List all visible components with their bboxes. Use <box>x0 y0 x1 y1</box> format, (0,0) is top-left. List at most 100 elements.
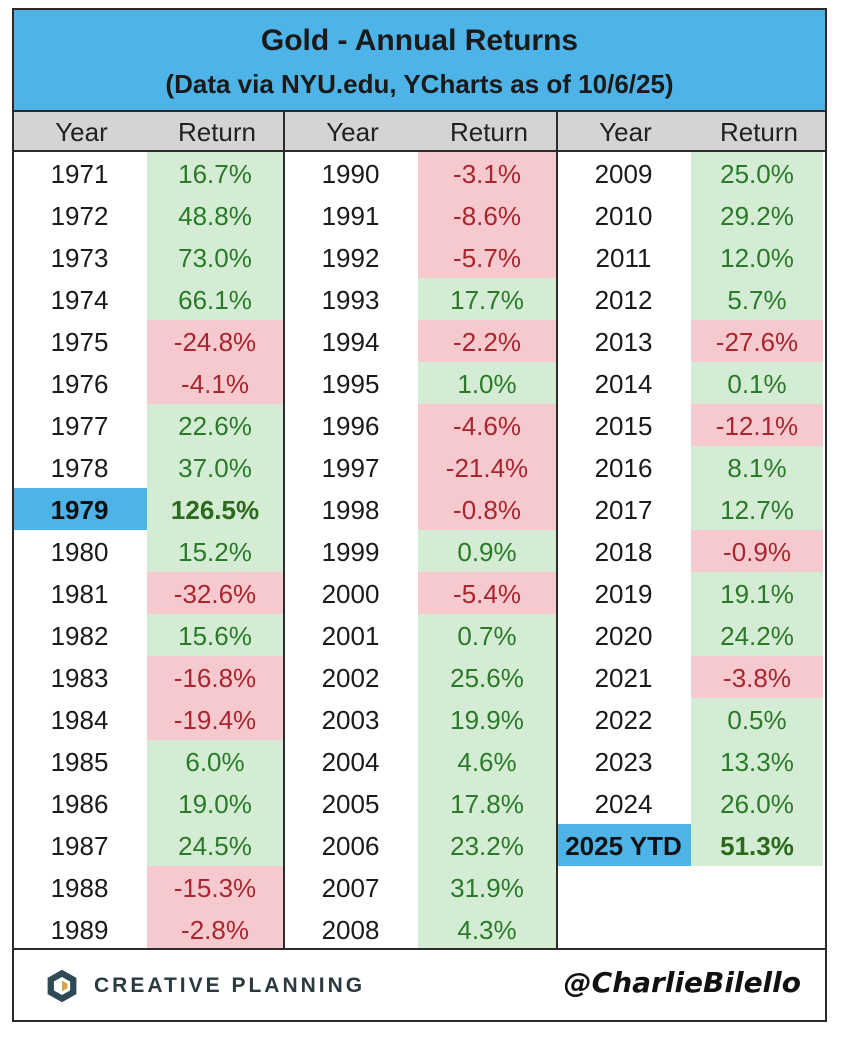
return-cell: 73.0% <box>147 236 283 278</box>
year-cell: 2001 <box>321 621 380 651</box>
return-cell: 25.6% <box>418 656 556 698</box>
return-cell: -2.8% <box>147 908 283 950</box>
return-cell: -3.8% <box>691 656 823 698</box>
return-cell: 24.2% <box>691 614 823 656</box>
return-cell: 4.3% <box>418 908 556 950</box>
year-cell: 2022 <box>594 705 653 735</box>
return-cell: 16.7% <box>147 152 283 194</box>
year-cell: 1984 <box>50 705 109 735</box>
header-return-3: Return <box>719 117 799 147</box>
return-cell: -5.4% <box>418 572 556 614</box>
column-header-row: Year Return Year Return Year Return <box>12 110 827 152</box>
return-cell: -15.3% <box>147 866 283 908</box>
year-cell: 2015 <box>594 411 653 441</box>
year-cell: 1985 <box>50 747 109 777</box>
year-cell: 1994 <box>321 327 380 357</box>
year-cell: 2005 <box>321 789 380 819</box>
author-handle: @CharlieBilello <box>563 966 801 999</box>
return-cell: 23.2% <box>418 824 556 866</box>
header-year-1: Year <box>55 117 108 147</box>
year-cell: 2017 <box>594 495 653 525</box>
year-cell: 1988 <box>50 873 109 903</box>
footer: CREATIVE PLANNING @CharlieBilello <box>12 948 827 1022</box>
return-cell: -27.6% <box>691 320 823 362</box>
year-cell: 2003 <box>321 705 380 735</box>
year-cell: 1990 <box>321 159 380 189</box>
return-cell: 19.9% <box>418 698 556 740</box>
return-cell: 12.0% <box>691 236 823 278</box>
return-cell: 0.7% <box>418 614 556 656</box>
return-cell: 13.3% <box>691 740 823 782</box>
table-body: 1971 16.7% 1972 48.8% 1973 73.0% 1974 66.1% 1975… <box>12 152 827 950</box>
table-frame <box>12 8 827 1022</box>
year-cell: 1976 <box>50 369 109 399</box>
year-cell: 1977 <box>50 411 109 441</box>
column-divider <box>556 110 558 950</box>
return-cell: -2.2% <box>418 320 556 362</box>
header-return-1: Return <box>177 117 257 147</box>
year-cell: 1995 <box>321 369 380 399</box>
year-cell: 1989 <box>50 915 109 945</box>
header-return-2: Return <box>449 117 529 147</box>
year-cell: 1991 <box>321 201 380 231</box>
return-cell: 17.7% <box>418 278 556 320</box>
year-cell: 2009 <box>594 159 653 189</box>
year-cell: 1986 <box>50 789 109 819</box>
year-cell: 1982 <box>50 621 109 651</box>
return-cell: -4.1% <box>147 362 283 404</box>
year-cell: 2018 <box>594 537 653 567</box>
return-cell: 37.0% <box>147 446 283 488</box>
year-cell: 2020 <box>594 621 653 651</box>
year-cell: 1992 <box>321 243 380 273</box>
return-cell: 12.7% <box>691 488 823 530</box>
year-cell: 2011 <box>595 243 652 273</box>
year-cell: 2008 <box>321 915 380 945</box>
return-cell: -4.6% <box>418 404 556 446</box>
return-cell: -0.9% <box>691 530 823 572</box>
year-cell: 1974 <box>50 285 109 315</box>
year-cell: 2004 <box>321 747 380 777</box>
year-cell: 2000 <box>321 579 380 609</box>
table-subtitle: (Data via NYU.edu, YCharts as of 10/6/25… <box>165 69 674 99</box>
return-cell: 6.0% <box>147 740 283 782</box>
return-cell: -8.6% <box>418 194 556 236</box>
year-cell: 2019 <box>594 579 653 609</box>
year-cell: 1997 <box>321 453 380 483</box>
return-cell: -3.1% <box>418 152 556 194</box>
brand-name: CREATIVE PLANNING <box>94 974 366 997</box>
return-cell: 25.0% <box>691 152 823 194</box>
year-cell: 1978 <box>50 453 109 483</box>
year-cell: 1979 <box>12 488 147 530</box>
year-cell: 1971 <box>50 159 109 189</box>
title-banner: Gold - Annual Returns (Data via NYU.edu,… <box>12 8 827 110</box>
year-cell: 2006 <box>321 831 380 861</box>
creative-planning-logo-icon <box>47 969 77 1003</box>
year-cell: 1996 <box>321 411 380 441</box>
return-cell: 29.2% <box>691 194 823 236</box>
year-cell: 1983 <box>50 663 109 693</box>
column-divider <box>283 110 285 950</box>
year-cell: 2023 <box>594 747 653 777</box>
year-cell: 1993 <box>321 285 380 315</box>
year-cell: 2012 <box>594 285 653 315</box>
year-cell: 2024 <box>594 789 653 819</box>
return-cell: 5.7% <box>691 278 823 320</box>
return-cell: 4.6% <box>418 740 556 782</box>
return-cell: 48.8% <box>147 194 283 236</box>
return-cell: -21.4% <box>418 446 556 488</box>
table-title: Gold - Annual Returns <box>260 24 579 57</box>
year-cell: 2016 <box>594 453 653 483</box>
year-cell: 2014 <box>594 369 653 399</box>
year-cell: 2013 <box>594 327 653 357</box>
return-cell: 0.9% <box>418 530 556 572</box>
return-cell: 15.6% <box>147 614 283 656</box>
return-cell: -16.8% <box>147 656 283 698</box>
year-cell: 1998 <box>321 495 380 525</box>
year-cell: 1981 <box>50 579 109 609</box>
year-cell: 2010 <box>594 201 653 231</box>
year-cell: 1999 <box>321 537 380 567</box>
return-cell: 126.5% <box>147 488 283 530</box>
header-year-2: Year <box>326 117 379 147</box>
return-cell: 51.3% <box>691 824 823 866</box>
return-cell: 22.6% <box>147 404 283 446</box>
